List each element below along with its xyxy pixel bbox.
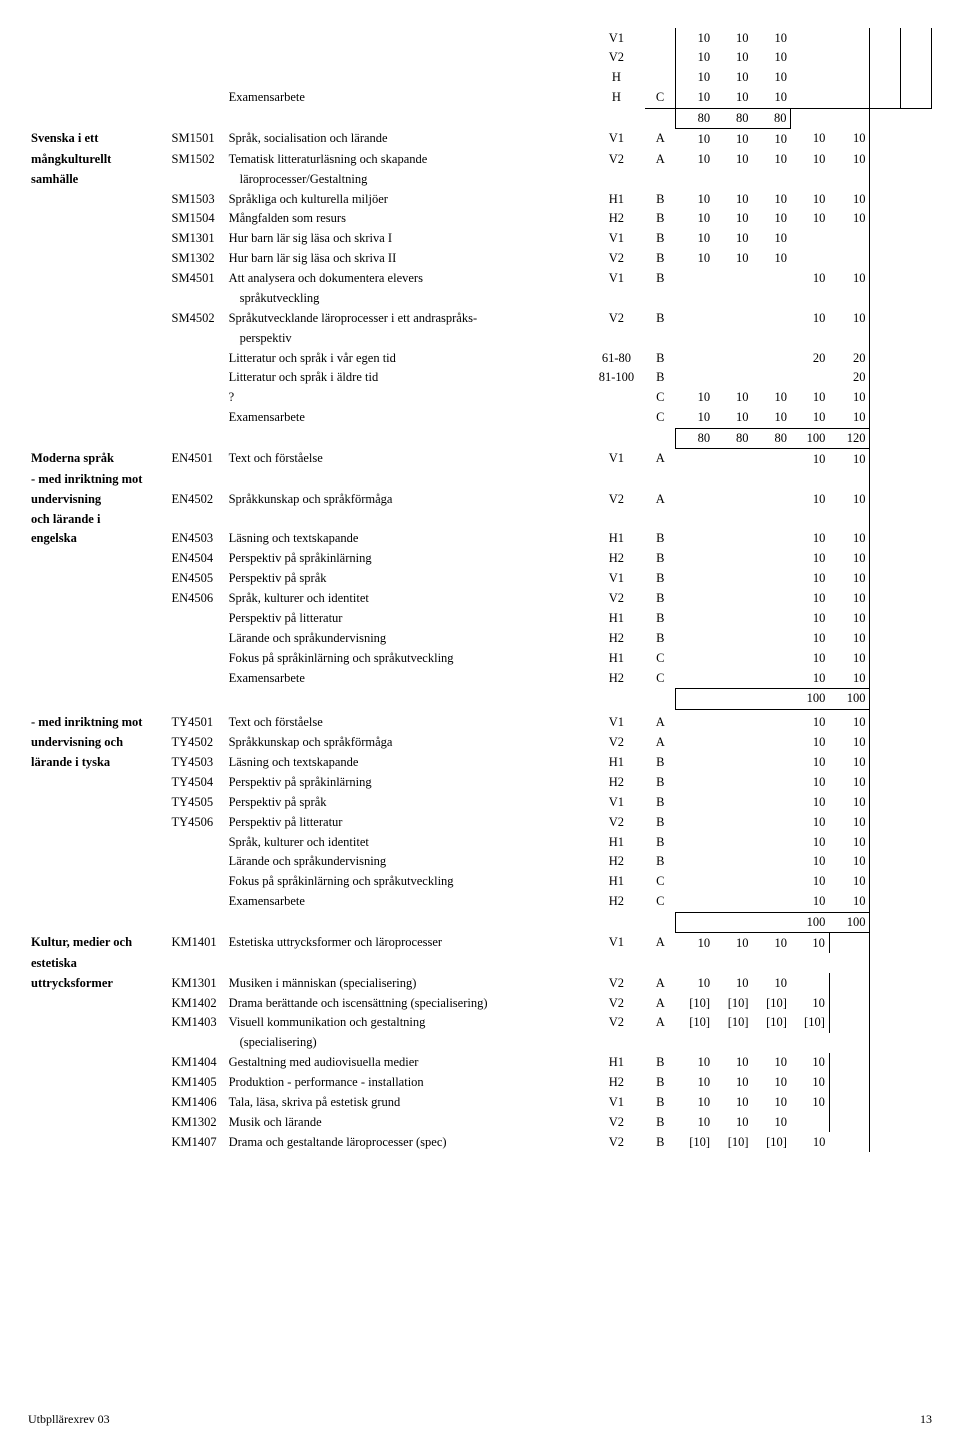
- group-heading: [28, 1092, 169, 1112]
- group-heading: [28, 569, 169, 589]
- group-heading: engelska: [28, 529, 169, 549]
- group-heading: [28, 209, 169, 229]
- group-heading: [28, 189, 169, 209]
- group-heading: estetiska: [28, 953, 169, 973]
- group-heading: [28, 628, 169, 648]
- group-heading: [28, 328, 169, 348]
- group-heading: [28, 269, 169, 289]
- group-heading: [28, 368, 169, 388]
- group-heading: [28, 288, 169, 308]
- group-heading: [28, 812, 169, 832]
- group-heading: [28, 388, 169, 408]
- group-heading: Kultur, medier och: [28, 933, 169, 953]
- group-heading: Moderna språk: [28, 449, 169, 469]
- group-heading: [28, 668, 169, 688]
- group-heading: undervisning: [28, 489, 169, 509]
- group-heading: [28, 589, 169, 609]
- group-heading: [28, 993, 169, 1013]
- group-heading: lärande i tyska: [28, 753, 169, 773]
- footer-page: 13: [920, 1412, 932, 1427]
- group-heading: [28, 852, 169, 872]
- group-heading: [28, 608, 169, 628]
- group-heading: [28, 1112, 169, 1132]
- group-heading: [28, 892, 169, 912]
- group-heading: [28, 648, 169, 668]
- group-heading: [28, 792, 169, 812]
- group-heading: uttrycksformer: [28, 973, 169, 993]
- group-heading: - med inriktning mot: [28, 713, 169, 733]
- group-heading: Svenska i ett: [28, 129, 169, 149]
- group-heading: [28, 408, 169, 428]
- group-heading: [28, 229, 169, 249]
- page-footer: Utbpllärexrev 03 13: [28, 1412, 932, 1427]
- group-heading: mångkulturellt: [28, 149, 169, 169]
- group-heading: [28, 1073, 169, 1093]
- group-heading: och lärande i: [28, 509, 169, 529]
- group-heading: [28, 249, 169, 269]
- group-heading: [28, 1013, 169, 1033]
- group-heading: samhälle: [28, 169, 169, 189]
- group-heading: [28, 772, 169, 792]
- group-heading: [28, 348, 169, 368]
- group-heading: [28, 1053, 169, 1073]
- group-heading: [28, 549, 169, 569]
- group-heading: - med inriktning mot: [28, 469, 169, 489]
- group-heading: [28, 832, 169, 852]
- group-heading: [28, 308, 169, 328]
- group-heading: undervisning och: [28, 733, 169, 753]
- footer-left: Utbpllärexrev 03: [28, 1412, 110, 1427]
- group-heading: [28, 872, 169, 892]
- group-heading: [28, 1132, 169, 1152]
- group-heading: [28, 1033, 169, 1053]
- course-table: V1101010V2101010H101010ExamensarbeteHC10…: [28, 28, 932, 1152]
